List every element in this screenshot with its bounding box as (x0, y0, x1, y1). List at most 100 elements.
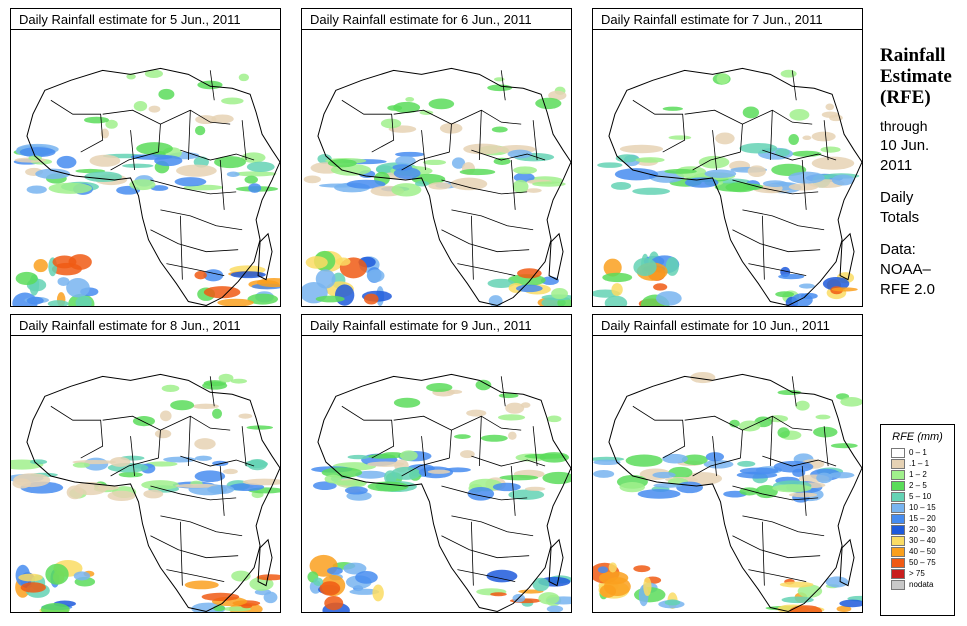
country-border (761, 521, 765, 586)
map-graphic (11, 373, 280, 612)
rainfall-patch (475, 379, 492, 391)
rainfall-map-panel: Daily Rainfall estimate for 10 Jun., 201… (592, 314, 863, 614)
country-border (160, 109, 231, 125)
rainfall-patch (176, 164, 217, 177)
legend-label: > 75 (909, 569, 925, 578)
rainfall-patch (57, 277, 70, 286)
country-border (791, 376, 797, 407)
africa-coastline (26, 373, 280, 612)
country-border (187, 110, 191, 161)
country-border (684, 415, 743, 459)
rainfall-patch (428, 98, 455, 110)
country-border (470, 215, 474, 280)
panel-title: Daily Rainfall estimate for 5 Jun., 2011 (10, 8, 281, 30)
country-border (441, 229, 530, 253)
legend-swatch (891, 480, 905, 491)
rainfall-patch (52, 255, 77, 269)
africa-map (301, 335, 572, 613)
rainfall-patch (491, 126, 508, 133)
rainfall-patch (218, 373, 234, 383)
rainfall-patch (324, 595, 344, 611)
country-border (401, 151, 450, 171)
rainfall-patch (797, 584, 823, 598)
rainfall-patch (158, 88, 175, 100)
rainfall-patch (29, 459, 48, 465)
country-border (761, 215, 765, 280)
country-border (401, 457, 450, 477)
rainfall-patch (643, 577, 652, 596)
legend-item: 40 – 50 (891, 546, 954, 557)
rainfall-legend: RFE (mm) 0 – 1 .1 – 1 1 – 2 2 – 5 5 – 10 10 –… (880, 424, 955, 616)
rainfall-patch (633, 565, 651, 573)
rainfall-patch (597, 566, 609, 574)
rainfall-patch (611, 283, 623, 296)
rainfall-patch (26, 185, 47, 194)
rainfall-patch (508, 431, 517, 440)
country-border (762, 455, 837, 467)
legend-swatch (891, 513, 905, 524)
rainfall-patch (789, 109, 810, 121)
legend-label: 40 – 50 (909, 547, 936, 556)
legend-swatch (891, 469, 905, 480)
country-border (500, 376, 506, 407)
rainfall-patch (136, 142, 173, 156)
rainfall-patch (150, 185, 169, 191)
madagascar-outline (548, 232, 564, 281)
rainfall-patch (486, 569, 518, 583)
panel-title: Daily Rainfall estimate for 8 Jun., 2011 (10, 314, 281, 336)
rainfall-patch (68, 254, 92, 270)
country-border (471, 149, 546, 161)
legend-item: 15 – 20 (891, 513, 954, 524)
rainfall-patch (788, 133, 799, 145)
rainfall-patch (450, 177, 488, 191)
rainfall-patch (230, 378, 247, 384)
rainfall-patch (324, 474, 342, 484)
country-border (510, 465, 516, 516)
rainfall-patch (197, 80, 223, 90)
rainfall-patch (480, 434, 508, 442)
map-graphic (302, 67, 571, 306)
africa-coastline (26, 67, 280, 306)
rainfall-patch (780, 69, 797, 78)
rainfall-patch (515, 284, 543, 293)
rainfall-patch (729, 419, 740, 428)
rainfall-patch (201, 592, 240, 602)
rainfall-patch (795, 400, 810, 411)
daily-line: Daily (880, 189, 914, 206)
rainfall-patch (788, 171, 825, 184)
rainfall-patch (822, 277, 850, 291)
country-border (742, 515, 825, 537)
rainfall-patch (246, 161, 275, 173)
country-border (421, 130, 426, 171)
rainfall-patch (163, 456, 197, 463)
rainfall-patch (335, 284, 355, 306)
rainfall-patch (664, 168, 697, 174)
country-border (160, 209, 243, 231)
rainfall-patch (194, 125, 206, 136)
rainfall-patch (542, 471, 571, 485)
rainfall-patch (725, 182, 756, 193)
rainfall-patch (546, 415, 562, 423)
rainfall-patch (143, 489, 164, 499)
rainfall-patch (791, 150, 822, 157)
country-border (470, 521, 474, 586)
legend-swatch (891, 568, 905, 579)
rainfall-patch (203, 286, 241, 299)
rainfall-patch (45, 563, 69, 585)
rainfall-patch (428, 182, 451, 190)
rainfall-patch (349, 588, 380, 595)
rainfall-patch (184, 580, 219, 590)
rainfall-patch (202, 381, 228, 390)
country-border (451, 209, 534, 231)
rainfall-patch (315, 295, 345, 303)
rainfall-patch (226, 171, 240, 177)
through-label: through (880, 118, 928, 134)
legend-title: RFE (mm) (892, 431, 943, 443)
rainfall-patch (244, 175, 259, 184)
rainfall-patch (246, 425, 274, 430)
rainfall-patch (380, 118, 402, 129)
africa-coastline (317, 373, 571, 612)
rainfall-patch (107, 490, 136, 502)
country-border (393, 109, 452, 153)
title-line: Rainfall (880, 45, 946, 66)
